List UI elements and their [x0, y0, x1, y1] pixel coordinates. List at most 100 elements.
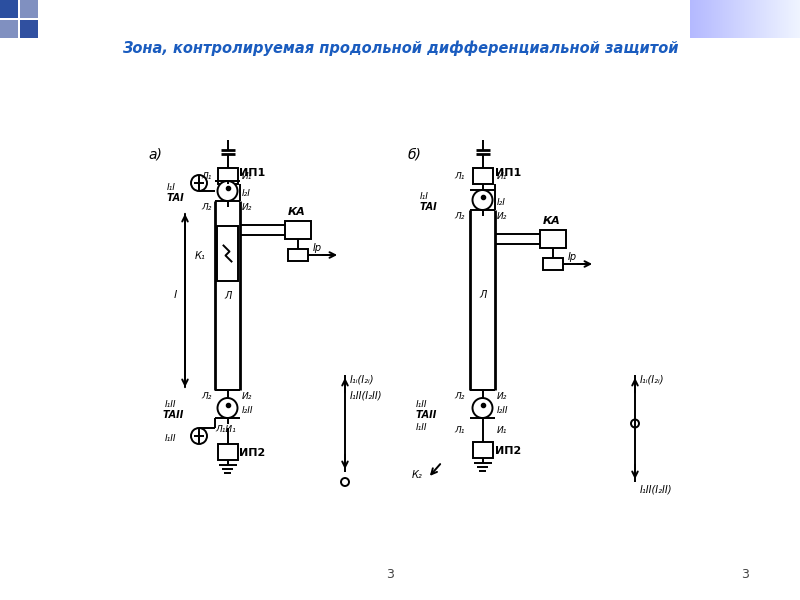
Bar: [692, 0, 693, 38]
Text: Л: Л: [479, 290, 486, 300]
Text: ТАI: ТАI: [420, 202, 438, 212]
Bar: [725, 0, 726, 38]
Bar: [760, 0, 761, 38]
Bar: [748, 0, 749, 38]
Text: 3: 3: [741, 569, 749, 581]
Text: I₁II: I₁II: [165, 400, 177, 409]
Bar: [787, 0, 788, 38]
Text: Л₁: Л₁: [454, 172, 465, 181]
Bar: [690, 0, 691, 38]
Bar: [693, 0, 694, 38]
Text: Л₂: Л₂: [454, 392, 465, 401]
Text: Iр: Iр: [568, 252, 577, 262]
Bar: [697, 0, 698, 38]
Circle shape: [473, 190, 493, 210]
Bar: [0, 20, 18, 38]
Bar: [285, 221, 311, 239]
Bar: [769, 0, 770, 38]
Bar: [473, 442, 493, 458]
Bar: [698, 0, 699, 38]
Bar: [773, 0, 774, 38]
Text: I₁II: I₁II: [416, 423, 427, 432]
Bar: [738, 0, 739, 38]
Bar: [759, 0, 760, 38]
Bar: [768, 0, 769, 38]
Text: И₂: И₂: [242, 203, 252, 212]
Bar: [766, 0, 767, 38]
Bar: [733, 0, 734, 38]
Bar: [785, 0, 786, 38]
Bar: [753, 0, 754, 38]
Bar: [765, 0, 766, 38]
Text: КА: КА: [543, 216, 561, 226]
Bar: [704, 0, 705, 38]
Bar: [775, 0, 776, 38]
Circle shape: [631, 419, 639, 427]
Text: КА: КА: [288, 207, 306, 217]
Bar: [736, 0, 737, 38]
Bar: [798, 0, 799, 38]
Text: ТAII: ТAII: [416, 410, 438, 420]
Text: I₁ᵢ(I₂ᵢ): I₁ᵢ(I₂ᵢ): [640, 375, 665, 385]
Bar: [731, 0, 732, 38]
Bar: [782, 0, 783, 38]
Bar: [754, 0, 755, 38]
Bar: [718, 0, 719, 38]
Bar: [218, 444, 238, 460]
Text: 3: 3: [386, 569, 394, 581]
Text: I₂I: I₂I: [242, 189, 251, 198]
Bar: [473, 168, 493, 184]
Bar: [761, 0, 762, 38]
Text: Л₂: Л₂: [202, 392, 212, 401]
Bar: [791, 0, 792, 38]
Bar: [712, 0, 713, 38]
Bar: [727, 0, 728, 38]
Text: Л₁И₁: Л₁И₁: [215, 425, 236, 434]
Bar: [794, 0, 795, 38]
Bar: [793, 0, 794, 38]
Bar: [783, 0, 784, 38]
Bar: [714, 0, 715, 38]
Bar: [707, 0, 708, 38]
Circle shape: [218, 181, 238, 201]
Text: К₂: К₂: [411, 470, 422, 480]
Bar: [709, 0, 710, 38]
Bar: [797, 0, 798, 38]
Bar: [770, 0, 771, 38]
Bar: [788, 0, 789, 38]
Bar: [543, 258, 563, 270]
Bar: [739, 0, 740, 38]
Bar: [740, 0, 741, 38]
Bar: [795, 0, 796, 38]
Text: И₁: И₁: [242, 172, 252, 181]
Bar: [796, 0, 797, 38]
Bar: [711, 0, 712, 38]
Bar: [781, 0, 782, 38]
Text: ТАI: ТАI: [167, 193, 185, 203]
Bar: [713, 0, 714, 38]
Circle shape: [191, 175, 207, 191]
Bar: [715, 0, 716, 38]
Bar: [716, 0, 717, 38]
Bar: [708, 0, 709, 38]
Text: б): б): [408, 148, 422, 162]
Bar: [771, 0, 772, 38]
Bar: [699, 0, 700, 38]
Bar: [691, 0, 692, 38]
Bar: [779, 0, 780, 38]
Bar: [20, 20, 38, 38]
Bar: [741, 0, 742, 38]
Bar: [786, 0, 787, 38]
Bar: [762, 0, 763, 38]
Text: ИП2: ИП2: [494, 446, 521, 456]
Bar: [772, 0, 773, 38]
Text: ТAII: ТAII: [163, 410, 184, 420]
Bar: [757, 0, 758, 38]
Bar: [726, 0, 727, 38]
Bar: [735, 0, 736, 38]
Bar: [732, 0, 733, 38]
Bar: [752, 0, 753, 38]
Circle shape: [191, 428, 207, 444]
Bar: [746, 0, 747, 38]
Bar: [721, 0, 722, 38]
